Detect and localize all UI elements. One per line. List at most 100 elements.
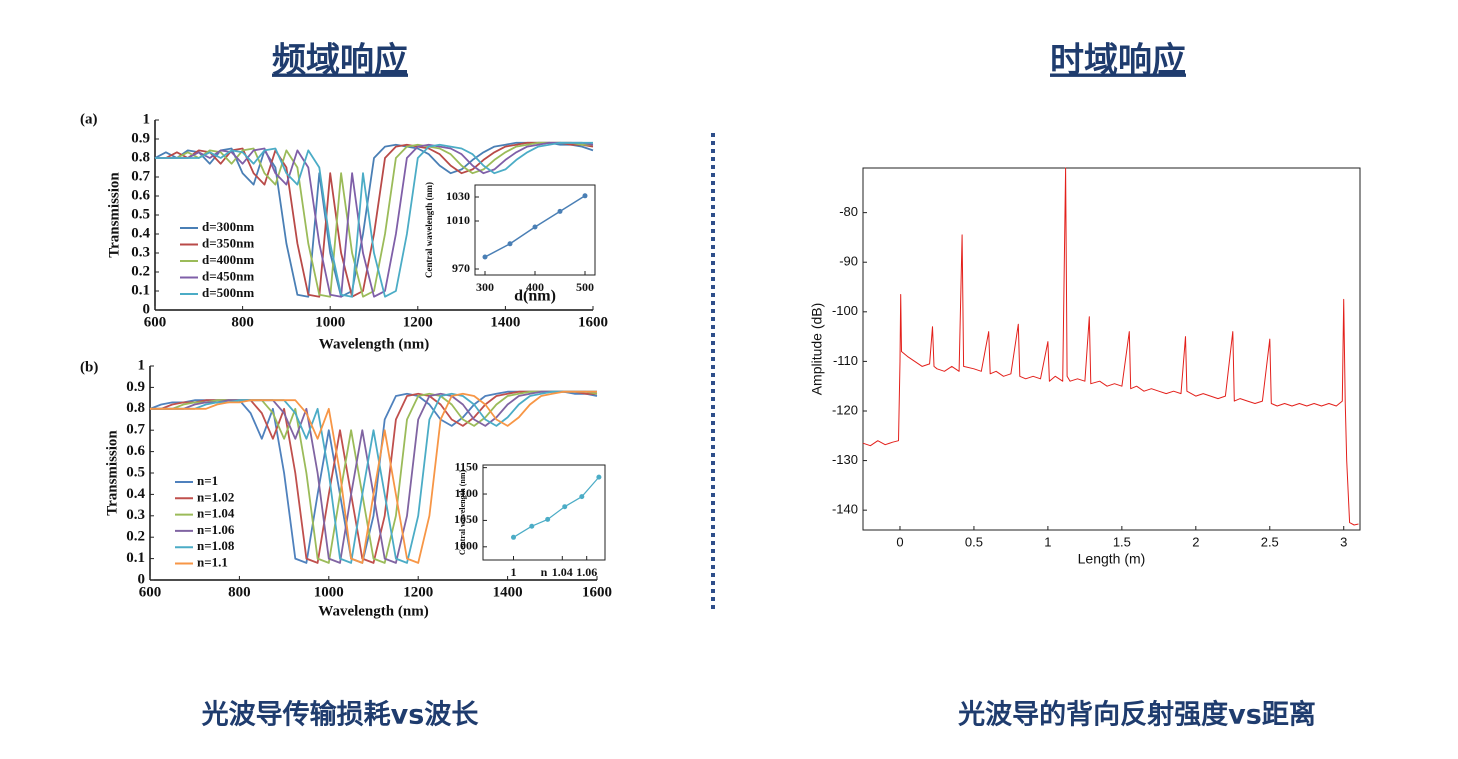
- y-tick-label: 1150: [455, 459, 478, 473]
- x-tick-label: 1: [511, 565, 517, 579]
- legend-label: d=450nm: [202, 268, 254, 283]
- x-tick-label: 600: [139, 584, 162, 600]
- y-tick-label: 0.6: [126, 443, 145, 459]
- y-tick-label: 0.4: [126, 486, 145, 502]
- y-tick-label: 0: [138, 571, 146, 587]
- x-tick-label: 1200: [403, 584, 433, 600]
- data-line: [155, 141, 593, 298]
- x-tick-label: 2.5: [1261, 534, 1279, 549]
- x-tick-label: 1.5: [1113, 534, 1131, 549]
- legend-label: d=500nm: [202, 285, 254, 300]
- y-tick-label: 0.5: [126, 464, 145, 480]
- x-tick-label: 1000: [314, 584, 344, 600]
- data-point: [511, 534, 516, 540]
- y-tick-label: -90: [839, 254, 858, 269]
- legend-label: n=1.1: [197, 554, 228, 569]
- data-point: [482, 254, 488, 260]
- x-axis-label: d(nm): [514, 288, 556, 305]
- plot-frame: [862, 167, 1361, 531]
- y-tick-label: 0: [143, 301, 151, 317]
- legend-label: n=1.08: [197, 538, 235, 553]
- plot-frame: [482, 464, 606, 561]
- y-tick-label: 970: [452, 261, 470, 275]
- data-point: [579, 494, 585, 500]
- y-tick-label: 0.3: [126, 507, 145, 523]
- legend-label: n=1.06: [197, 522, 235, 537]
- y-tick-label: 0.1: [131, 282, 150, 298]
- data-line: [862, 167, 1359, 526]
- caption: 光波导传输损耗vs波长: [201, 699, 480, 731]
- data-point: [596, 474, 602, 480]
- legend-label: n=1.04: [197, 506, 235, 521]
- data-point: [557, 208, 563, 214]
- data-point: [507, 241, 513, 247]
- y-tick-label: -130: [832, 452, 858, 467]
- x-tick-label: 3: [1340, 534, 1347, 549]
- data-point: [545, 516, 551, 522]
- y-tick-label: 0.6: [131, 187, 150, 203]
- x-tick-label: 800: [228, 584, 251, 600]
- legend-label: d=400nm: [202, 252, 254, 267]
- legend-label: d=350nm: [202, 235, 254, 250]
- legend-label: d=300nm: [202, 219, 254, 234]
- data-line: [513, 476, 600, 538]
- data-line: [155, 141, 594, 298]
- y-tick-label: -80: [839, 204, 858, 219]
- x-tick-label: 1.04: [552, 565, 573, 579]
- data-line: [155, 141, 594, 298]
- x-tick-label: 800: [231, 314, 254, 330]
- x-tick-label: 2: [1192, 534, 1199, 549]
- x-tick-label: 0.5: [965, 534, 983, 549]
- y-tick-label: 0.8: [131, 149, 150, 165]
- x-tick-label: 600: [144, 314, 167, 330]
- y-axis-label: Amplitude (dB): [809, 303, 825, 396]
- y-tick-label: 1030: [446, 189, 470, 203]
- x-axis-label: n: [541, 565, 548, 579]
- y-tick-label: -100: [832, 303, 858, 318]
- y-axis-label: Transmission: [106, 172, 122, 258]
- y-tick-label: 0.2: [126, 529, 145, 545]
- x-tick-label: 0: [896, 534, 903, 549]
- x-tick-label: 500: [576, 280, 594, 294]
- x-tick-label: 1600: [582, 584, 612, 600]
- y-tick-label: 1050: [454, 512, 478, 526]
- y-tick-label: 0.5: [131, 206, 150, 222]
- x-tick-label: 1000: [315, 314, 345, 330]
- x-tick-label: 1400: [493, 584, 523, 600]
- y-tick-label: 0.7: [131, 168, 150, 184]
- panel-label: (a): [80, 111, 98, 127]
- x-tick-label: 300: [476, 280, 494, 294]
- y-tick-label: 0.9: [126, 379, 145, 395]
- y-tick-label: -110: [833, 353, 858, 368]
- y-tick-label: 1100: [455, 486, 478, 500]
- y-tick-label: 0.1: [126, 550, 145, 566]
- data-line: [155, 141, 593, 298]
- x-axis-label: Wavelength (nm): [319, 336, 429, 352]
- y-tick-label: 0.4: [131, 225, 150, 241]
- x-tick-label: 400: [526, 280, 544, 294]
- x-axis-label: Length (m): [1078, 551, 1146, 567]
- y-tick-label: -120: [832, 402, 858, 417]
- data-point: [582, 193, 588, 199]
- x-tick-label: 1600: [578, 314, 608, 330]
- caption: 光波导的背向反射强度vs距离: [957, 699, 1316, 731]
- y-tick-label: 1: [138, 357, 146, 373]
- data-line: [154, 141, 594, 298]
- y-tick-label: 0.2: [131, 263, 150, 279]
- y-axis-label: Central wavelength (nm): [458, 470, 467, 556]
- data-point: [529, 523, 535, 529]
- panel-label: (b): [80, 359, 98, 375]
- y-axis-label: Central wavelength (nm): [424, 182, 434, 278]
- y-tick-label: 0.7: [126, 422, 145, 438]
- x-tick-label: 1: [1044, 534, 1051, 549]
- heading: 频域响应: [272, 41, 408, 81]
- data-point: [562, 504, 568, 510]
- y-tick-label: 1000: [454, 539, 478, 553]
- data-point: [532, 224, 538, 230]
- y-axis-label: Transmission: [104, 430, 120, 516]
- y-tick-label: -140: [832, 502, 858, 517]
- x-tick-label: 1.06: [576, 565, 597, 579]
- x-tick-label: 1200: [403, 314, 433, 330]
